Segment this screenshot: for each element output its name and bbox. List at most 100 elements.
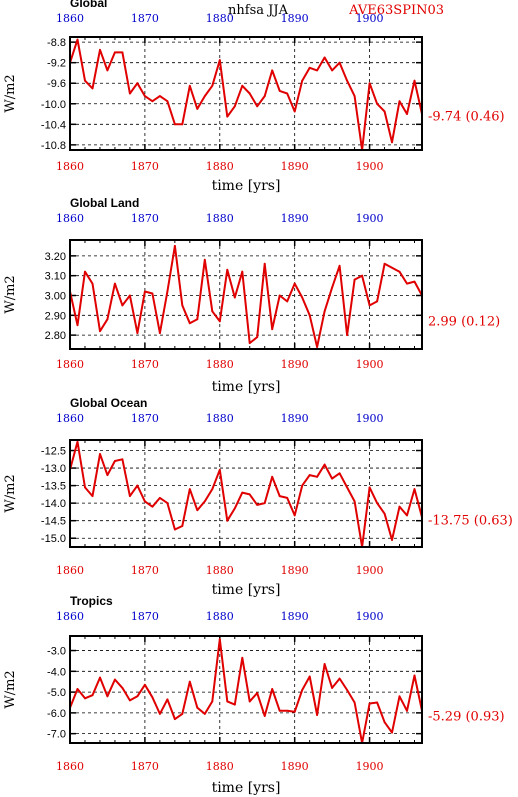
data-point [391,141,393,144]
data-point [121,458,124,461]
x-tick-label-top: 1880 [206,12,234,25]
data-point [241,491,244,494]
data-point [286,496,289,499]
data-point [301,296,304,299]
data-point [346,486,349,489]
y-tick-label: -10.0 [41,99,66,111]
data-point [398,505,401,508]
data-point [248,92,251,95]
data-point [346,79,349,82]
x-tick-label-top: 1880 [206,610,234,623]
data-point [114,678,116,681]
series-line [69,440,423,548]
x-tick-label-bottom: 1860 [56,564,84,577]
data-point [383,110,386,113]
data-point [218,320,221,323]
data-point [271,475,274,478]
data-point [218,638,221,641]
data-point [308,314,311,317]
data-point [121,687,124,689]
y-tick-label: -15.0 [41,533,66,545]
data-point [413,79,416,82]
y-tick-label: -3.0 [47,646,66,658]
data-point [316,714,319,716]
data-point [143,290,146,293]
mean-std-annotation: -13.75 (0.63) [428,514,513,529]
data-point [346,334,349,337]
y-axis-label: W/m2 [3,474,18,512]
x-tick-label-bottom: 1900 [356,160,384,173]
x-tick-label-bottom: 1880 [206,564,234,577]
data-point [158,713,161,715]
data-point [181,123,184,126]
data-point [263,262,266,265]
data-point [338,677,341,680]
data-point [331,687,334,689]
data-point [143,683,146,686]
data-point [271,328,274,331]
data-point [226,700,229,703]
y-tick-label: -10.4 [41,119,66,131]
data-point [256,692,259,695]
data-point [211,488,214,491]
plot-frame [69,439,423,548]
x-axis-label: time [yrs] [212,582,281,598]
panel-title: Global Ocean [70,396,147,410]
data-point [301,689,304,691]
x-tick-label-top: 1900 [356,610,384,623]
data-point [376,502,378,505]
data-point [129,495,131,498]
data-point [99,453,101,455]
data-point [203,713,206,715]
x-tick-label-bottom: 1900 [356,760,384,773]
data-point [293,514,296,517]
data-point [398,270,401,273]
data-point [106,318,109,321]
data-point [99,330,101,333]
data-point [203,500,206,503]
series-line [69,244,423,348]
data-point [368,702,371,705]
data-point [158,496,161,499]
chart-panels: Global 1860 1860 1870 1870 1880 1880 1890 1890 19… [3,0,513,796]
y-tick-label: 2.80 [45,330,66,342]
data-point [368,304,371,307]
data-point [151,505,154,508]
chart-panel-3: Tropics 1860 1860 1870 1870 1880 1880 1890 1890 1… [3,594,505,796]
data-point [106,474,109,476]
data-point [316,475,319,478]
data-point [278,709,281,712]
data-point [188,680,191,683]
data-point [181,304,184,307]
data-point [91,694,94,697]
data-point [211,84,214,87]
data-point [286,709,289,712]
data-point [106,695,109,698]
x-tick-label-top: 1860 [56,610,84,623]
data-point [196,318,199,321]
x-tick-label-bottom: 1870 [131,160,159,173]
x-tick-label-bottom: 1880 [206,358,234,371]
data-point [286,300,289,303]
data-point [323,56,326,59]
x-tick-label-top: 1880 [206,412,234,425]
data-point [99,48,101,51]
data-point [353,500,356,503]
y-tick-label: -10.8 [41,140,66,152]
y-tick-label: -7.0 [47,729,66,741]
data-point [376,300,378,303]
data-point [76,688,79,690]
data-point [353,278,356,281]
data-point [84,697,86,700]
data-point [166,100,169,103]
data-point [308,66,311,69]
x-tick-label-top: 1860 [56,12,84,25]
data-point [406,514,408,517]
data-point [114,51,116,54]
chart-panel-2: Global Ocean 1860 1860 1870 1870 1880 1880 1890… [3,396,513,598]
y-tick-label: -9.2 [47,58,66,70]
data-point [114,282,116,285]
x-tick-label-top: 1870 [131,12,159,25]
data-point [391,731,393,734]
data-point [323,463,326,466]
